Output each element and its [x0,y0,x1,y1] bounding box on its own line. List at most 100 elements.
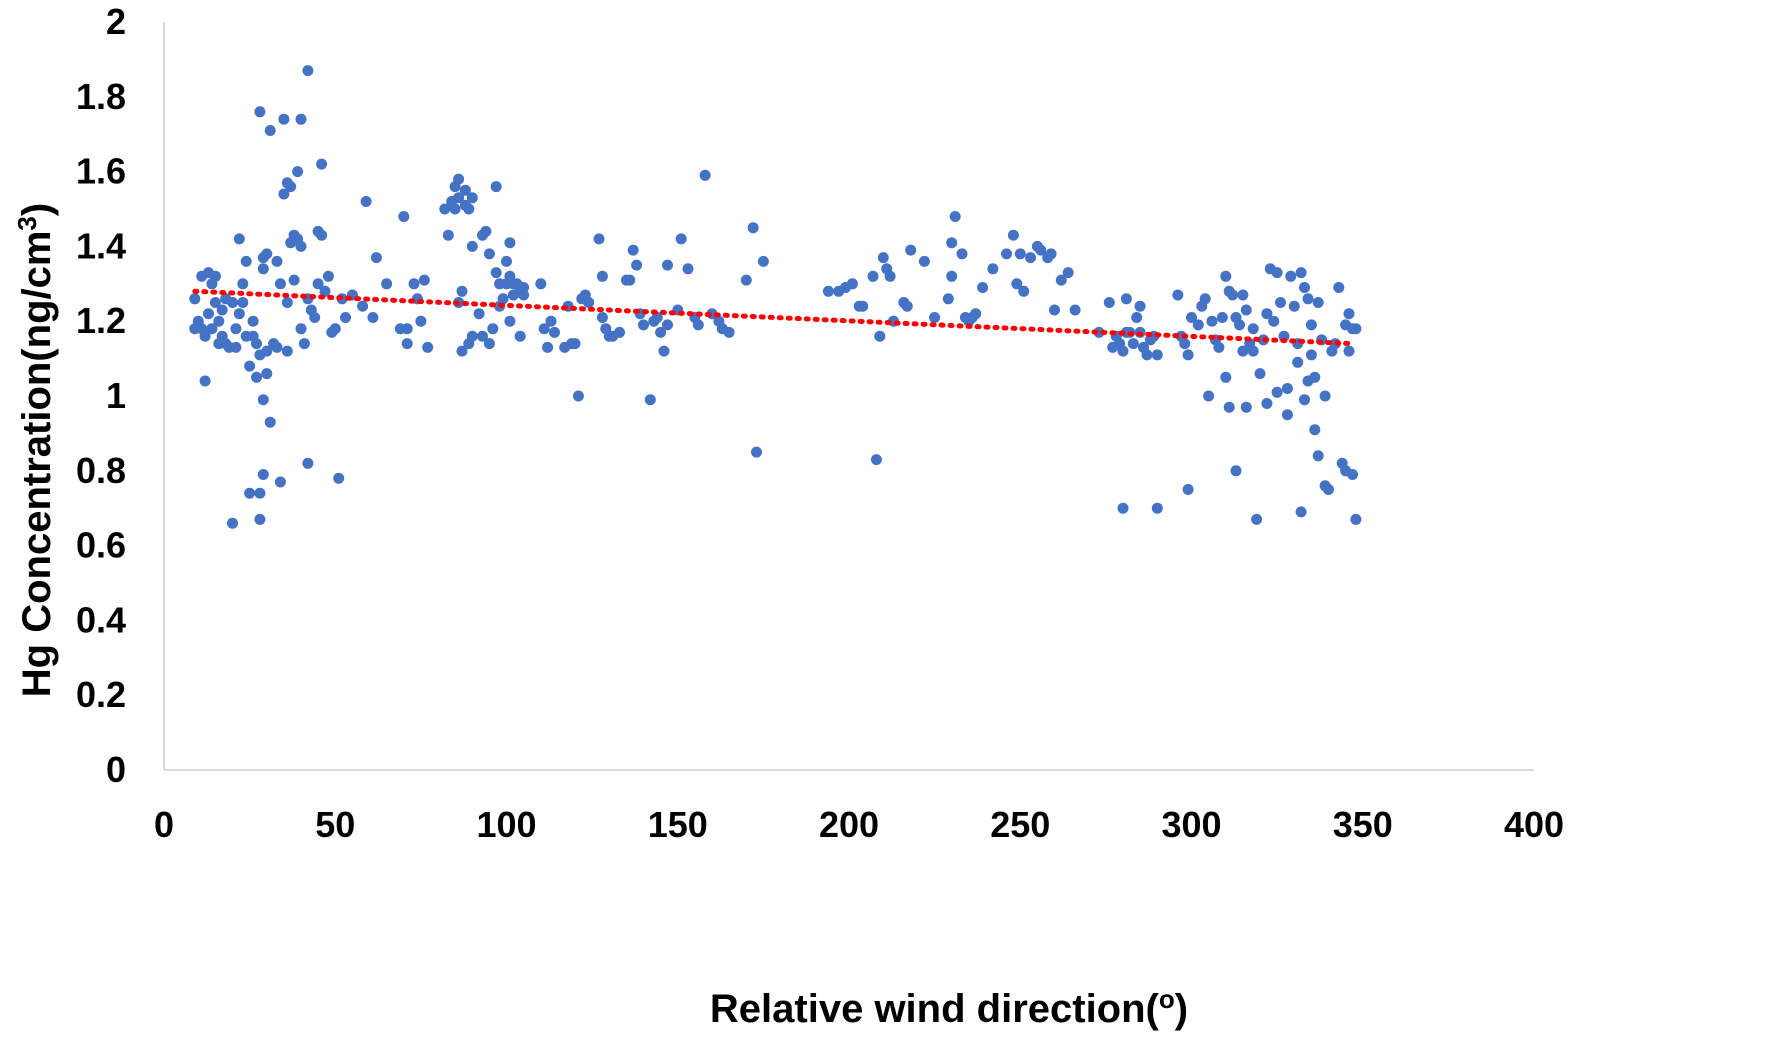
data-point [549,326,560,338]
data-point [477,330,488,342]
y-tick-label: 0.8 [76,450,126,491]
data-point [501,255,512,267]
x-tick-labels: 0 50 100 150 200 250 300 350 400 [154,804,1564,845]
data-point [1261,398,1273,409]
data-point [456,285,468,297]
data-point [456,345,468,357]
data-point [1018,285,1030,297]
data-point [545,315,557,327]
data-point [596,270,608,282]
data-point [1309,424,1321,436]
data-point [1220,371,1232,383]
data-point [209,297,221,308]
data-point [227,517,238,529]
data-point [1350,323,1362,335]
data-point [442,229,454,241]
data-point [1055,274,1067,286]
data-point [1007,229,1019,241]
data-point [271,255,283,267]
data-point [1302,293,1314,305]
data-point [233,308,245,320]
data-point [298,338,310,350]
data-point [206,323,218,335]
data-point [874,330,886,342]
data-point [261,368,273,380]
data-point [1062,267,1074,279]
y-tick-label: 0.4 [76,599,126,640]
data-point [1312,297,1324,308]
data-point [514,330,526,342]
x-tick-label: 200 [819,804,879,845]
data-point [401,323,413,335]
axes [163,22,1534,771]
data-point [237,297,249,308]
data-point [1275,297,1286,308]
data-point [644,394,656,406]
data-point [757,255,769,267]
x-tick-label: 250 [990,804,1050,845]
data-point [1312,450,1324,462]
y-tick-label: 0 [106,749,126,790]
data-point [651,312,663,323]
y-tick-label: 0.6 [76,525,126,566]
data-point [1251,513,1263,525]
data-point [274,278,286,290]
data-point [1069,304,1081,316]
data-point [1268,315,1280,327]
data-point [1237,345,1249,357]
data-point [1240,401,1252,413]
x-tick-label: 300 [1161,804,1221,845]
data-point [449,203,461,215]
data-point [261,345,273,357]
data-point [281,297,293,308]
data-point [1117,345,1129,357]
data-point [203,308,214,320]
x-tick-label: 150 [648,804,708,845]
data-point [692,319,704,331]
data-point [1141,349,1153,361]
data-point [340,312,351,323]
data-point [1223,401,1235,413]
data-point [278,113,290,125]
data-point [302,65,314,77]
data-point [822,285,834,297]
data-point [1319,390,1331,402]
data-point [1001,248,1012,260]
y-tick-label: 1.4 [76,225,126,266]
data-point [538,323,550,335]
data-point [572,390,584,402]
data-point [987,263,999,275]
data-point [504,237,516,249]
data-point [542,341,554,353]
data-point [1285,270,1297,282]
data-point [288,274,300,286]
data-point [583,297,595,308]
data-point [631,259,643,271]
data-point [535,278,547,290]
data-point [1240,304,1252,316]
y-tick-label: 1.2 [76,300,126,341]
data-point [569,338,581,350]
data-point [946,237,958,249]
data-point [949,211,961,222]
data-point [518,289,530,301]
data-point [929,312,941,323]
data-point [977,282,989,293]
data-point [655,326,667,338]
data-point [699,169,711,181]
data-point [1127,338,1139,350]
data-point [1182,349,1194,361]
data-point [1199,293,1211,305]
data-point [740,274,752,286]
data-point [1011,278,1023,290]
data-point [1343,308,1355,320]
data-point [312,278,324,290]
data-point [1227,289,1239,301]
data-point [271,341,283,353]
data-point [295,240,307,252]
data-point [1049,304,1060,316]
data-point [254,106,266,118]
data-point [1203,390,1215,402]
data-point [257,469,269,480]
data-point [292,166,304,178]
